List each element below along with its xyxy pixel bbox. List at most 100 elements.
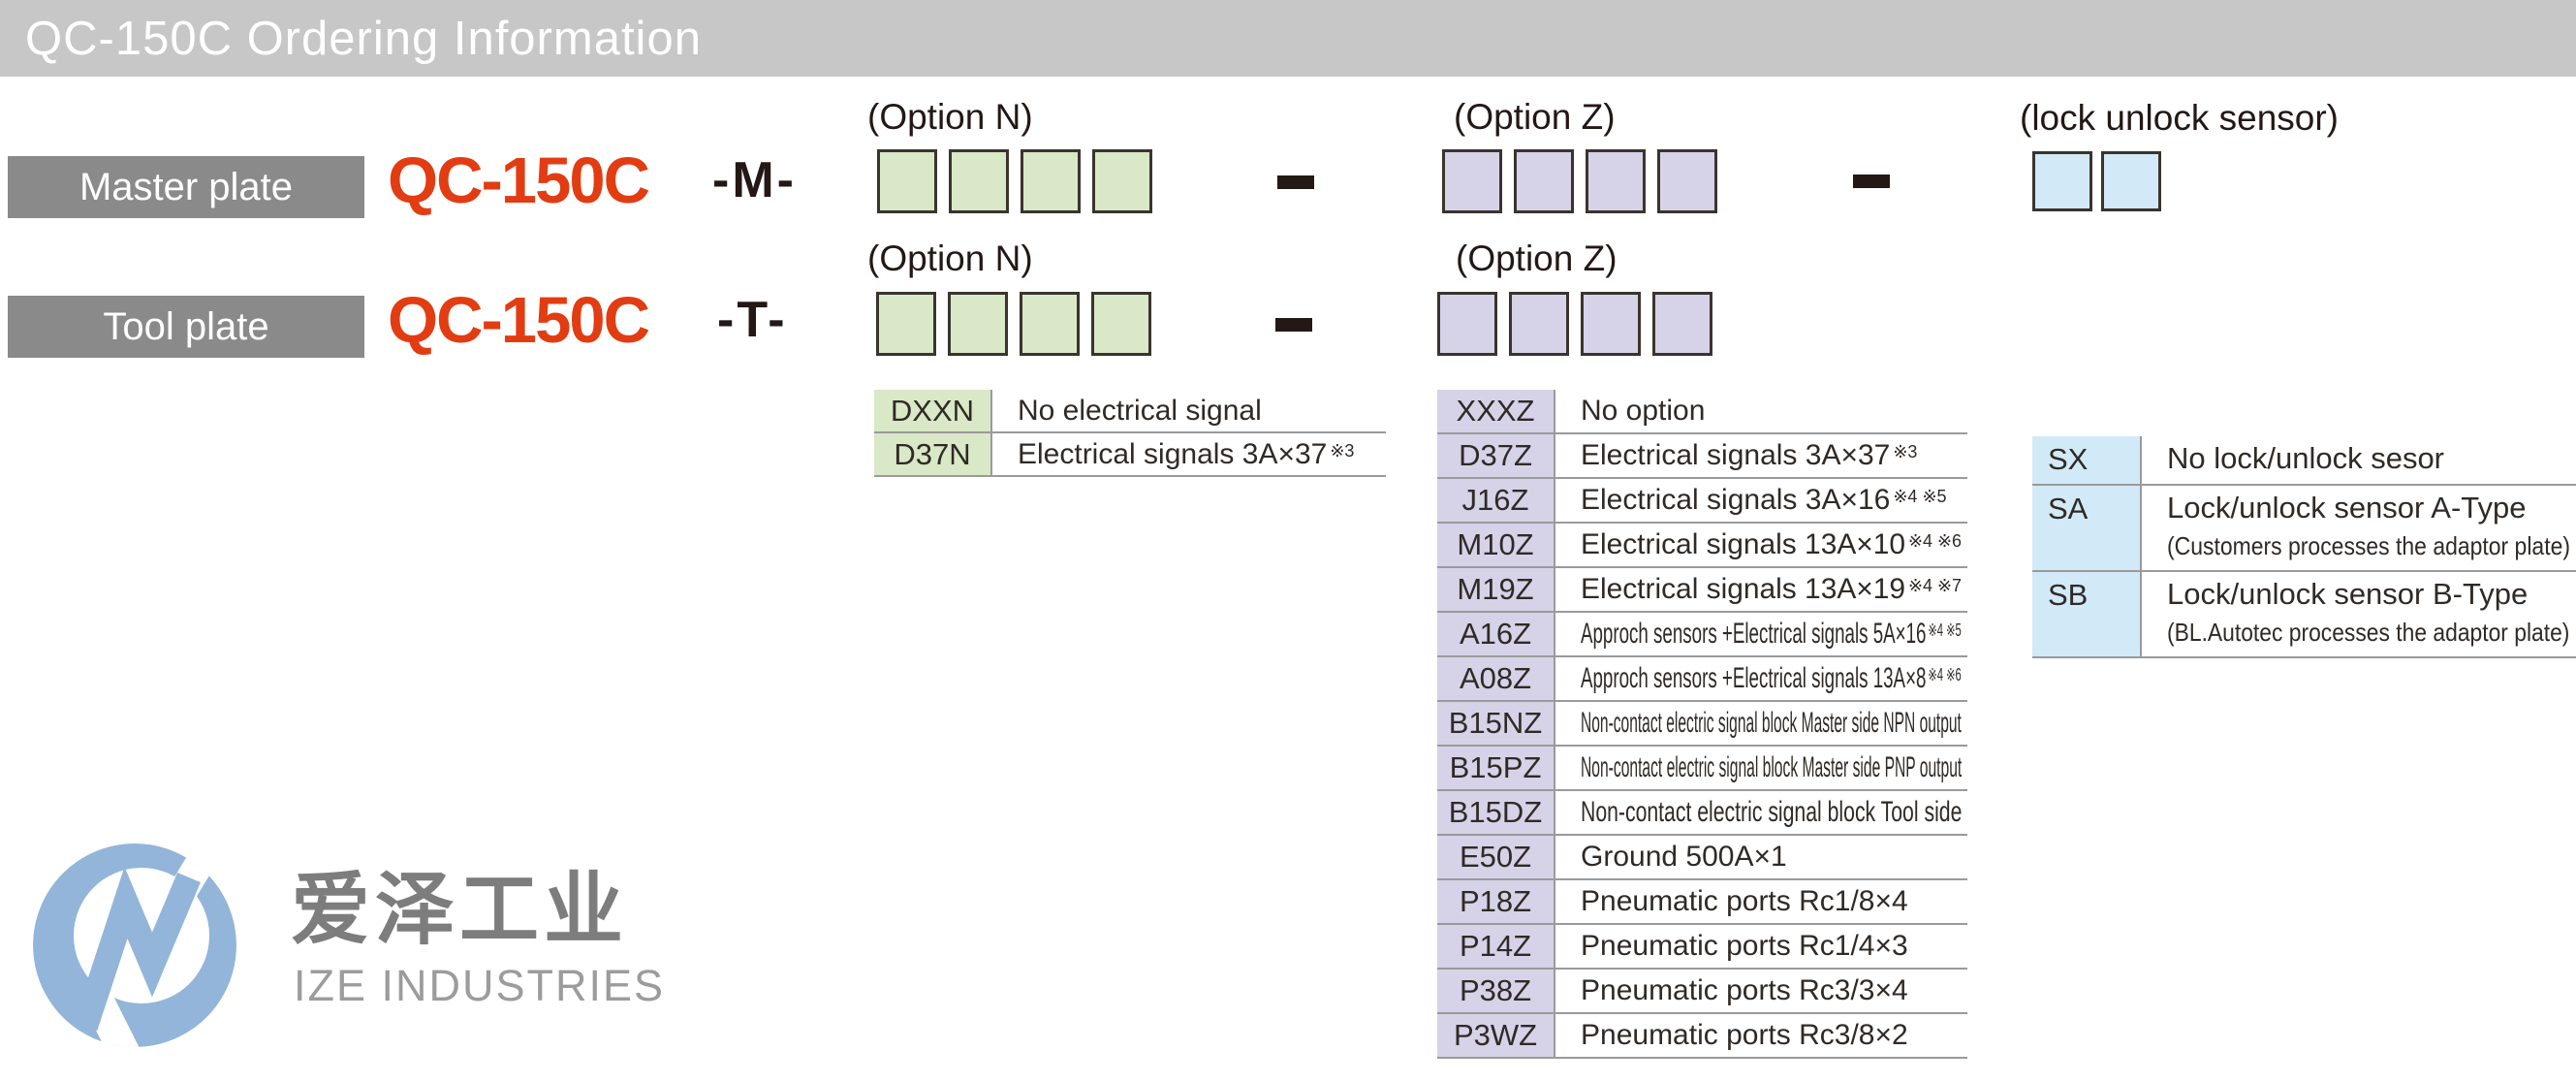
order-code-box — [1586, 149, 1646, 213]
order-code-box — [1437, 292, 1497, 356]
option-description-cell: Pneumatic ports Rc1/4×3 — [1581, 930, 1908, 962]
model-number-tool: QC-150C — [388, 284, 650, 357]
option-description-cell: Approch sensors +Electrical signals 13A×… — [1581, 662, 1962, 694]
separator-dash — [1277, 175, 1314, 189]
option-n-label-master: (Option N) — [867, 97, 1033, 137]
table-row: J16Z Electrical signals 3A×16 ※4 ※5 — [1437, 479, 1967, 524]
option-description-cell: Electrical signals 3A×37 ※3 — [1581, 439, 1918, 471]
option-n-code-boxes-master — [877, 149, 1152, 213]
master-plate-label: Master plate — [79, 165, 294, 208]
option-code-cell: P38Z — [1437, 970, 1555, 1012]
option-description-cell: Electrical signals 3A×37 ※3 — [1018, 437, 1355, 470]
table-row: SB Lock/unlock sensor B-Type (BL.Autotec p… — [2032, 572, 2576, 658]
option-description-cell: Pneumatic ports Rc3/3×4 — [1581, 974, 1908, 1006]
order-code-box — [2101, 151, 2161, 211]
order-code-box — [1442, 149, 1502, 213]
table-row: P14Z Pneumatic ports Rc1/4×3 — [1437, 925, 1967, 970]
table-row: SX No lock/unlock sesor — [2032, 436, 2576, 486]
order-code-box — [1514, 149, 1574, 213]
option-n-label-tool: (Option N) — [867, 239, 1033, 278]
table-row: M19Z Electrical signals 13A×19 ※4 ※7 — [1437, 568, 1967, 613]
option-description-cell: Ground 500A×1 — [1581, 841, 1787, 873]
option-code-cell: P18Z — [1437, 880, 1555, 923]
table-row: E50Z Ground 500A×1 — [1437, 836, 1967, 880]
order-code-box — [877, 149, 937, 213]
option-description-cell: Non-contact electric signal block Master… — [1581, 751, 1963, 783]
table-row: D37N Electrical signals 3A×37 ※3 — [874, 433, 1386, 477]
option-code-cell: M10Z — [1437, 524, 1555, 566]
order-code-box — [1652, 292, 1712, 356]
table-row: A16Z Approch sensors +Electrical signals … — [1437, 613, 1967, 657]
order-code-box — [1509, 292, 1569, 356]
option-z-code-boxes-master — [1442, 149, 1717, 213]
order-code-box — [1657, 149, 1717, 213]
option-code-cell: A16Z — [1437, 613, 1555, 655]
lock-sensor-label: (lock unlock sensor) — [2020, 98, 2340, 138]
model-number-master: QC-150C — [388, 144, 650, 217]
option-description-cell: Non-contact electric signal block Tool s… — [1581, 796, 1963, 828]
tool-suffix: -T- — [717, 292, 788, 348]
option-code-cell: B15NZ — [1437, 702, 1555, 745]
option-code-cell: SB — [2032, 572, 2142, 656]
lock-sensor-code-boxes — [2032, 151, 2161, 211]
option-description-cell: Pneumatic ports Rc1/8×4 — [1581, 885, 1908, 917]
table-row: M10Z Electrical signals 13A×10 ※4 ※6 — [1437, 524, 1967, 568]
page-title: QC-150C Ordering Information — [25, 12, 702, 65]
separator-dash — [1853, 175, 1890, 188]
option-description-cell: Lock/unlock sensor A-Type (Customers proc… — [2167, 491, 2571, 560]
master-suffix: -M- — [712, 152, 797, 208]
order-code-box — [876, 292, 936, 356]
option-code-cell: P3WZ — [1437, 1014, 1555, 1057]
order-code-box — [1091, 292, 1151, 356]
option-code-cell: E50Z — [1437, 836, 1555, 878]
table-row: SA Lock/unlock sensor A-Type (Customers pr… — [2032, 486, 2576, 572]
option-n-table: DXXN No electrical signal D37N Electrical s… — [874, 390, 1386, 477]
table-row: B15PZ Non-contact electric signal block M… — [1437, 747, 1967, 791]
order-code-box — [1021, 149, 1081, 213]
order-code-box — [2032, 151, 2092, 211]
tool-plate-label: Tool plate — [103, 304, 269, 348]
option-z-label-master: (Option Z) — [1454, 97, 1616, 137]
title-bar: QC-150C Ordering Information — [0, 0, 2576, 77]
table-row: P18Z Pneumatic ports Rc1/8×4 — [1437, 880, 1967, 925]
option-description-cell: Lock/unlock sensor B-Type (BL.Autotec pro… — [2167, 577, 2570, 647]
option-code-cell: SA — [2032, 486, 2142, 570]
option-description-cell: Non-contact electric signal block Master… — [1581, 707, 1962, 739]
option-description-cell: No lock/unlock sesor — [2167, 441, 2445, 475]
table-row: A08Z Approch sensors +Electrical signals … — [1437, 657, 1967, 702]
option-code-cell: J16Z — [1437, 479, 1555, 522]
option-code-cell: M19Z — [1437, 568, 1555, 611]
option-code-cell: DXXN — [874, 390, 992, 431]
option-z-label-tool: (Option Z) — [1456, 239, 1618, 278]
option-code-cell: XXXZ — [1437, 390, 1555, 432]
master-plate-badge: Master plate — [8, 156, 364, 218]
option-description-cell: Electrical signals 3A×16 ※4 ※5 — [1581, 484, 1947, 516]
option-description-cell: No electrical signal — [1018, 394, 1262, 427]
option-z-code-boxes-tool — [1437, 292, 1712, 356]
option-code-cell: D37N — [874, 433, 992, 475]
logo-company-name-en: IZE INDUSTRIES — [294, 961, 666, 1010]
order-code-box — [1581, 292, 1641, 356]
ize-logo-icon — [32, 837, 237, 1059]
option-n-code-boxes-tool — [876, 292, 1151, 356]
table-row: B15DZ Non-contact electric signal block T… — [1437, 791, 1967, 836]
option-code-cell: B15PZ — [1437, 747, 1555, 789]
table-row: D37Z Electrical signals 3A×37 ※3 — [1437, 434, 1967, 479]
order-code-box — [948, 292, 1008, 356]
table-row: XXXZ No option — [1437, 390, 1967, 434]
option-description-cell: No option — [1581, 395, 1706, 427]
tool-plate-badge: Tool plate — [8, 296, 364, 358]
option-code-cell: B15DZ — [1437, 791, 1555, 834]
option-code-cell: D37Z — [1437, 434, 1555, 477]
option-code-cell: A08Z — [1437, 657, 1555, 700]
table-row: DXXN No electrical signal — [874, 390, 1386, 433]
option-z-table: XXXZ No option D37Z Electrical signals 3A×3… — [1437, 390, 1967, 1059]
option-code-cell: P14Z — [1437, 925, 1555, 968]
lock-sensor-table: SX No lock/unlock sesor SA Lock/unlock sens… — [2032, 436, 2576, 658]
option-description-cell: Approch sensors +Electrical signals 5A×1… — [1581, 618, 1962, 650]
separator-dash — [1275, 318, 1312, 332]
table-row: B15NZ Non-contact electric signal block M… — [1437, 702, 1967, 747]
order-code-box — [1020, 292, 1080, 356]
order-code-box — [949, 149, 1009, 213]
